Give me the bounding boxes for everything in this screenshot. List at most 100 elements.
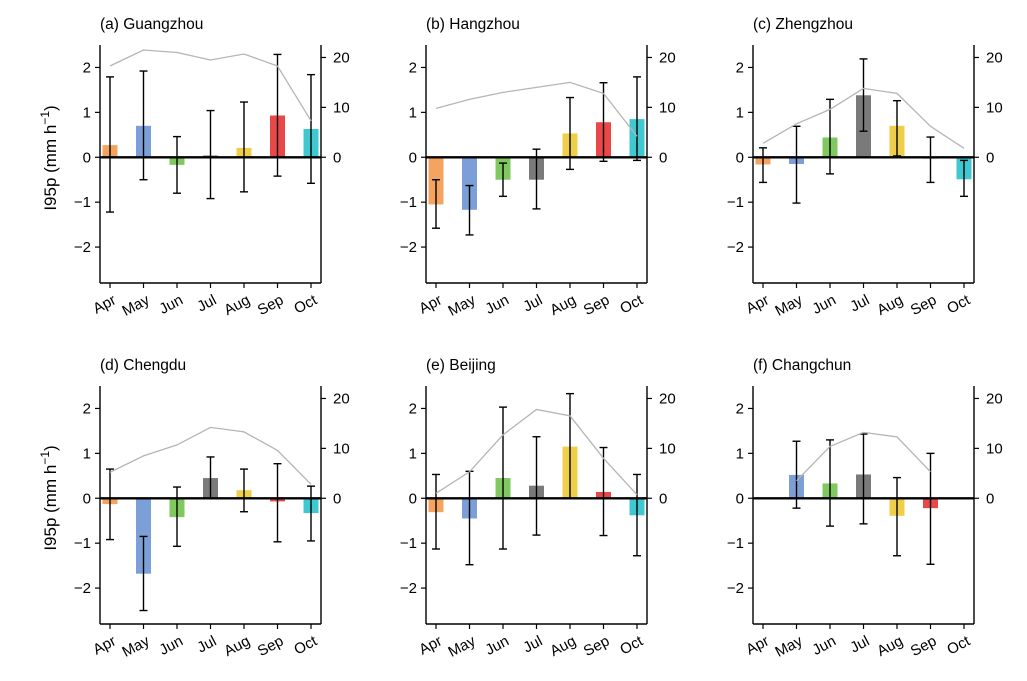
x-tick-label-aug: Aug (221, 633, 253, 661)
x-tick-label-oct: Oct (617, 291, 646, 317)
x-tick-label-may: May (445, 291, 478, 320)
error-bar-sep (599, 446, 608, 537)
right-tick-label: 20 (659, 390, 676, 407)
left-tick-label: −2 (400, 239, 417, 256)
right-tick-label: 0 (986, 490, 994, 507)
error-bar-oct (307, 73, 315, 185)
right-tick-label: 20 (659, 49, 676, 66)
left-tick-label: 2 (83, 59, 91, 76)
left-tick-label: −1 (74, 194, 91, 211)
left-tick-label: −2 (400, 580, 417, 597)
error-bar-sep (273, 53, 282, 177)
x-tick-label-oct: Oct (617, 632, 646, 658)
right-tick-label: 10 (986, 440, 1003, 457)
left-tick-label: 0 (409, 490, 417, 507)
right-tick-label: 0 (659, 149, 667, 166)
error-bar-apr (759, 147, 767, 184)
error-bar-may (465, 184, 474, 236)
left-tick-label: 0 (736, 490, 744, 507)
panel-title: (b) Hangzhou (426, 16, 520, 33)
error-bar-aug (893, 476, 901, 557)
panel-title: (d) Chengdu (100, 357, 186, 374)
x-tick-label-sep: Sep (255, 633, 287, 661)
right-tick-label: 20 (986, 49, 1003, 66)
x-tick-label-jun: Jun (157, 292, 186, 318)
x-tick-label-aug: Aug (221, 292, 253, 320)
error-bar-sep (926, 136, 935, 184)
panel-title: (a) Guangzhou (100, 16, 203, 33)
error-bar-jun (826, 439, 834, 527)
error-bar-apr (432, 473, 440, 550)
x-tick-label-oct: Oct (291, 291, 320, 317)
left-tick-label: −1 (74, 535, 91, 552)
left-tick-label: 1 (736, 445, 744, 462)
count-series-line (435, 408, 638, 496)
x-tick-label-may: May (119, 291, 152, 320)
panel-title: (e) Beijing (426, 357, 496, 374)
left-tick-label: −1 (400, 194, 417, 211)
right-tick-label: 10 (333, 99, 350, 116)
error-bar-apr (106, 468, 114, 541)
x-tick-label-jul: Jul (194, 292, 219, 316)
error-bar-apr (106, 76, 114, 213)
error-bar-jun (499, 162, 507, 198)
panel-title: (f) Changchun (753, 357, 851, 374)
x-tick-label-apr: Apr (743, 292, 772, 318)
error-bar-jul (532, 148, 541, 210)
error-bar-jun (826, 98, 834, 175)
error-bar-aug (240, 101, 248, 193)
x-tick-label-may: May (445, 632, 478, 661)
error-bar-oct (307, 485, 315, 542)
x-tick-label-jul: Jul (194, 633, 219, 657)
x-tick-label-apr: Apr (416, 633, 445, 659)
error-bar-may (139, 70, 148, 181)
left-tick-label: 1 (83, 445, 91, 462)
x-tick-label-may: May (772, 291, 805, 320)
error-bar-sep (599, 82, 608, 163)
count-series-line (762, 87, 965, 149)
error-bar-jun (499, 406, 507, 550)
y-axis-label-bottom: I95p (mm h−1) (38, 445, 60, 550)
left-tick-label: 2 (736, 59, 744, 76)
x-tick-label-apr: Apr (90, 633, 119, 659)
error-bar-may (139, 535, 148, 612)
right-tick-label: 0 (986, 149, 994, 166)
panel-title: (c) Zhengzhou (753, 16, 853, 33)
error-bar-sep (273, 462, 282, 543)
error-bar-jul (859, 58, 868, 132)
x-tick-label-jul: Jul (847, 633, 872, 657)
right-tick-label: 20 (986, 390, 1003, 407)
error-bar-sep (926, 452, 935, 565)
x-tick-label-sep: Sep (581, 633, 613, 661)
x-tick-label-jul: Jul (520, 633, 545, 657)
right-tick-label: 0 (333, 490, 341, 507)
left-tick-label: 2 (736, 400, 744, 417)
error-bar-aug (566, 96, 574, 171)
right-tick-label: 10 (333, 440, 350, 457)
left-tick-label: −1 (727, 194, 744, 211)
left-tick-label: −1 (727, 535, 744, 552)
left-tick-label: 1 (409, 445, 417, 462)
error-bar-may (792, 440, 801, 509)
x-tick-label-jun: Jun (810, 292, 839, 318)
x-tick-label-aug: Aug (874, 292, 906, 320)
bar-may (462, 157, 477, 210)
left-tick-label: −2 (727, 239, 744, 256)
x-tick-label-oct: Oct (291, 632, 320, 658)
x-tick-label-jun: Jun (810, 633, 839, 659)
left-tick-label: −2 (74, 239, 91, 256)
right-tick-label: 10 (986, 99, 1003, 116)
left-tick-label: −1 (400, 535, 417, 552)
error-bar-oct (633, 76, 641, 162)
x-tick-label-may: May (119, 632, 152, 661)
count-series-line (435, 81, 638, 137)
x-tick-label-sep: Sep (581, 292, 613, 320)
x-tick-label-aug: Aug (547, 633, 579, 661)
